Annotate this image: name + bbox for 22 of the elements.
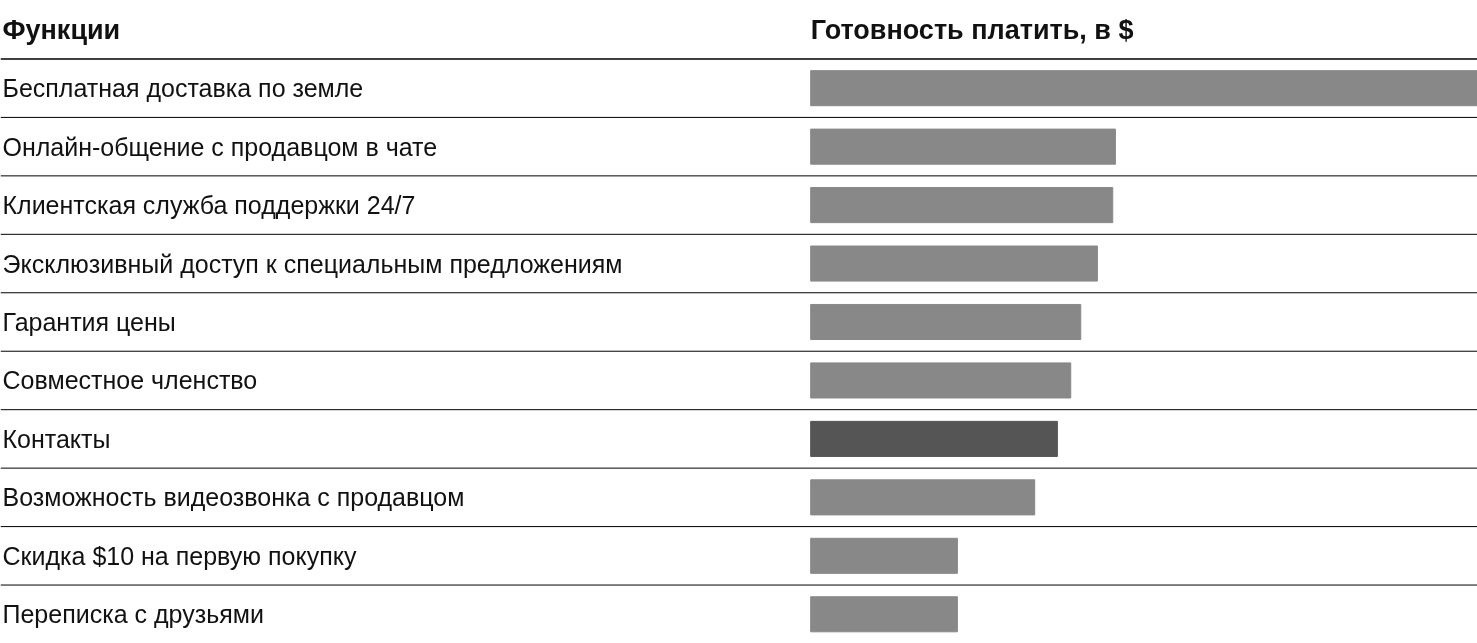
bar (810, 303, 1082, 341)
y-tick-label: Переписка с друзьями (2, 600, 264, 629)
bar (810, 362, 1072, 399)
y-tick-label: Контакты (2, 424, 111, 453)
bar (810, 479, 1036, 516)
y-tick-label: Гарантия цены (2, 308, 176, 336)
y-tick-label: Совместное членство (2, 366, 258, 395)
bar (810, 420, 1058, 457)
y-tick-label: Скидка $10 на первую покупку (2, 541, 357, 570)
y-tick-label: Бесплатная доставка по земле (2, 74, 364, 103)
bar (810, 128, 1116, 165)
y-axis-title: Функции (2, 14, 121, 45)
bar (810, 596, 958, 633)
bar (810, 187, 1114, 224)
y-tick-label: Онлайн-общение с продавцом в чате (2, 132, 438, 161)
y-tick-label: Эксклюзивный доступ к специальным предложениям (2, 249, 623, 278)
x-axis-title: Готовность платить, в $ (810, 14, 1134, 45)
y-tick-label: Клиентская служба поддержки 24/7 (2, 191, 416, 220)
y-tick-label: Возможность видеозвонка с продавцом (2, 483, 465, 512)
bar (810, 70, 1477, 107)
bar (810, 537, 958, 574)
bar (810, 245, 1098, 282)
